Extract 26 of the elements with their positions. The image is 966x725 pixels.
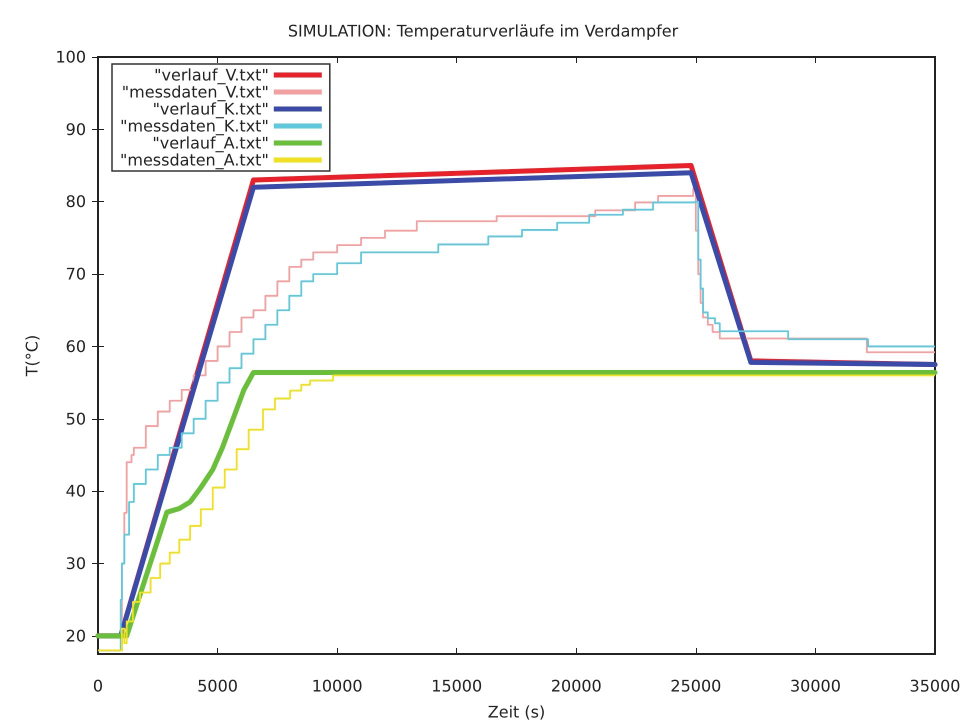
x-tick-label: 35000 (910, 676, 960, 696)
x-tick-label: 25000 (670, 676, 722, 696)
x-tick-label: 5000 (197, 676, 238, 696)
x-tick-label: 20000 (550, 676, 602, 696)
y-tick-label: 40 (66, 482, 86, 501)
x-tick-label: 10000 (312, 676, 363, 696)
x-axis-title: Zeit (s) (488, 702, 546, 722)
y-tick-label: 90 (66, 120, 86, 139)
legend-label: "messdaten_A.txt" (120, 150, 269, 170)
y-axis-title: T(°C) (22, 334, 42, 378)
y-tick-label: 80 (66, 192, 86, 212)
x-tick-label: 0 (92, 676, 104, 696)
y-tick-label: 60 (66, 336, 86, 356)
x-tick-label: 30000 (790, 676, 841, 696)
legend-label: "verlauf_K.txt" (152, 100, 269, 118)
y-tick-label: 50 (66, 409, 86, 428)
x-tick-label: 15000 (431, 676, 482, 696)
legend-label: "verlauf_V.txt" (154, 66, 269, 84)
chart-title: SIMULATION: Temperaturverläufe im Verdampfer (288, 22, 679, 40)
y-tick-label: 20 (66, 626, 86, 646)
y-tick-label: 70 (66, 264, 86, 284)
y-tick-label: 30 (66, 554, 86, 574)
y-tick-label: 100 (55, 48, 86, 66)
legend-label: "messdaten_V.txt" (122, 82, 269, 102)
legend-label: "messdaten_K.txt" (120, 116, 269, 136)
legend-label: "verlauf_A.txt" (152, 134, 269, 152)
